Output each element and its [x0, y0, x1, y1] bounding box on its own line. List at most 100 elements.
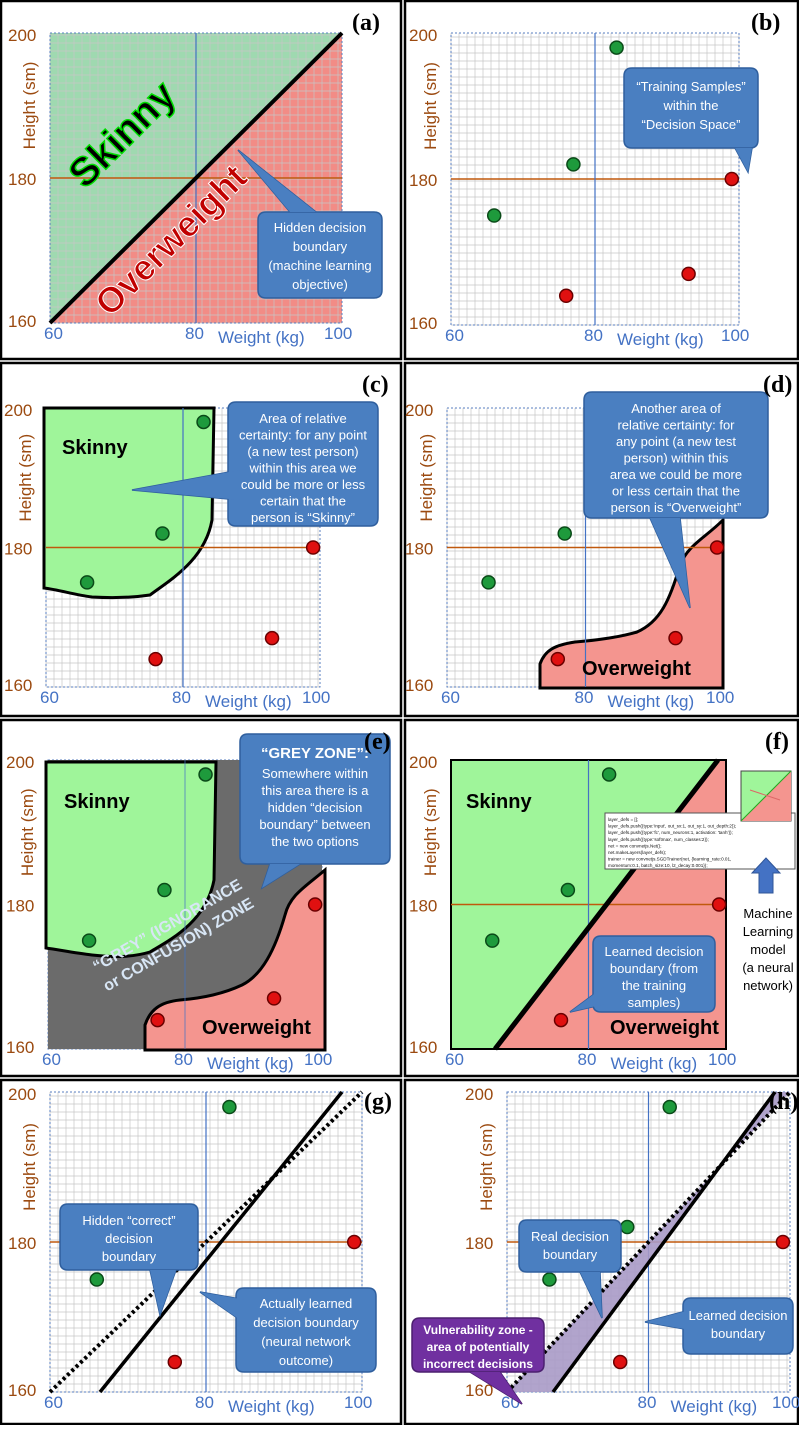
- panel-tag: (e): [364, 729, 391, 755]
- x-axis-title: Weight (kg): [207, 1054, 294, 1073]
- label-overweight: Overweight: [610, 1017, 719, 1039]
- y-tick-label: 160: [8, 1381, 36, 1400]
- skinny-certainty-region: [44, 760, 218, 959]
- sample-dot-overweight: [264, 630, 280, 646]
- skinny-certainty-region: [42, 406, 216, 600]
- code-line: layer_defs = [];: [608, 817, 638, 822]
- sample-dot-overweight: [668, 630, 683, 646]
- sample-dot-skinny: [542, 1272, 557, 1287]
- y-tick-label: 180: [6, 897, 34, 916]
- x-tick-label: 80: [584, 326, 603, 345]
- panel-tag: (d): [763, 372, 792, 398]
- y-tick-label: 200: [465, 1085, 493, 1104]
- sample-dot-skinny: [198, 767, 213, 782]
- callout-text: Actually learned: [260, 1296, 353, 1311]
- callout-text: could be more or less: [241, 477, 366, 492]
- panel-e: 200 180 160 Height (sm) 60 80 Weight (kg) 100 Sk…: [0, 718, 403, 1078]
- x-axis-title: Weight (kg): [218, 328, 305, 347]
- callout-box: [227, 401, 379, 527]
- callout-text: Learned decision: [688, 1308, 787, 1323]
- model-label: (a neural: [742, 960, 793, 975]
- x-tick-label: 60: [44, 1393, 63, 1412]
- code-line: layer_defs.push({type:'fc', num_neurons:…: [608, 830, 733, 835]
- sample-dot-skinny: [609, 40, 624, 55]
- y-tick-label: 180: [8, 1234, 36, 1253]
- sample-dot-skinny: [566, 157, 581, 172]
- y-axis-title: Height (sm): [20, 1123, 39, 1211]
- callout-text: (neural network: [261, 1334, 351, 1349]
- panel-tag: (g): [364, 1089, 392, 1115]
- callout-text: boundary: [293, 239, 348, 254]
- callout-text: certain that the: [260, 494, 346, 509]
- sample-dot-overweight: [305, 540, 321, 555]
- y-tick-label: 160: [6, 1038, 34, 1057]
- learned-boundary-line: [493, 758, 720, 1051]
- sample-dot-skinny: [155, 526, 170, 541]
- callout-text: area of potentially: [427, 1340, 530, 1354]
- x-tick-label: 60: [445, 1050, 464, 1069]
- panel-d: 200 180 160 Height (sm) 60 80 Weight (kg) 100 Ov…: [403, 361, 799, 718]
- sample-dot-overweight: [711, 897, 727, 912]
- y-tick-label: 160: [405, 676, 433, 695]
- x-tick-label: 80: [195, 1393, 214, 1412]
- sample-dot-skinny: [481, 575, 496, 590]
- callout-text: area we could be more: [610, 467, 742, 482]
- model-label: Learning: [743, 924, 794, 939]
- callout-box: [235, 1287, 377, 1373]
- y-tick-label: 180: [4, 540, 32, 559]
- callout-pointer-fill: [645, 1310, 690, 1330]
- callout-text: objective): [292, 277, 348, 292]
- callout-text: “Decision Space”: [642, 117, 741, 132]
- callout-pointer-fill: [132, 470, 240, 500]
- callout-text: this area there is a: [262, 783, 370, 798]
- sample-dot-overweight: [558, 288, 574, 304]
- callout-pointer-fill: [570, 986, 605, 1012]
- model-label: model: [750, 942, 786, 957]
- sample-dot-overweight: [150, 1012, 165, 1028]
- panel-tag: (b): [751, 10, 780, 36]
- label-skinny: Skinny: [62, 437, 128, 459]
- callout-text: within the: [663, 98, 719, 113]
- x-tick-label: 60: [445, 326, 464, 345]
- callout-pointer-fill: [262, 864, 300, 888]
- x-axis-title: Weight (kg): [617, 330, 704, 349]
- y-tick-label: 200: [405, 401, 433, 420]
- y-tick-label: 200: [8, 26, 36, 45]
- panel-b: 200 180 160 Height (sm) 60 80 Weight (kg) 100 “T…: [403, 0, 799, 361]
- callout-box: [411, 1317, 545, 1373]
- sample-dot-skinny: [81, 933, 97, 948]
- callout-box: [583, 391, 769, 519]
- callout-text: any point (a new test: [616, 434, 736, 449]
- callout-text: decision: [105, 1231, 153, 1246]
- callout-pointer-fill: [150, 1270, 176, 1315]
- arrow-up-icon: [750, 857, 782, 894]
- callout-text: Real decision: [531, 1229, 609, 1244]
- y-tick-label: 200: [6, 753, 34, 772]
- callout-title: “GREY ZONE”:: [261, 745, 369, 762]
- y-tick-label: 200: [409, 753, 437, 772]
- callout-text: boundary: [102, 1249, 157, 1264]
- x-axis-title: Weight (kg): [228, 1397, 315, 1416]
- callout-text: or less certain that the: [612, 484, 740, 499]
- real-boundary-line: [505, 1090, 792, 1394]
- callout-pointer-fill: [238, 150, 316, 212]
- callout-text: within this area we: [249, 461, 357, 476]
- y-axis-title: Height (sm): [421, 788, 440, 876]
- callout-text: Another area of: [631, 401, 721, 416]
- learned-boundary-line: [98, 1090, 344, 1394]
- callout-text: relative certainty: for: [617, 418, 735, 433]
- callout-box: [682, 1297, 794, 1355]
- callout-text: boundary” between: [259, 817, 370, 832]
- sample-dot-overweight: [148, 651, 163, 667]
- y-tick-label: 180: [8, 170, 36, 189]
- callout-text: certainty: for any point: [239, 428, 367, 443]
- callout-box: [239, 733, 391, 865]
- x-tick-label: 80: [172, 688, 191, 707]
- callout-text: Area of relative: [259, 411, 346, 426]
- overweight-certainty-region: [143, 866, 327, 1052]
- y-tick-label: 180: [409, 171, 437, 190]
- callout-text: hidden “decision: [268, 800, 363, 815]
- callout-box: [592, 935, 716, 1013]
- callout-box: [518, 1219, 622, 1273]
